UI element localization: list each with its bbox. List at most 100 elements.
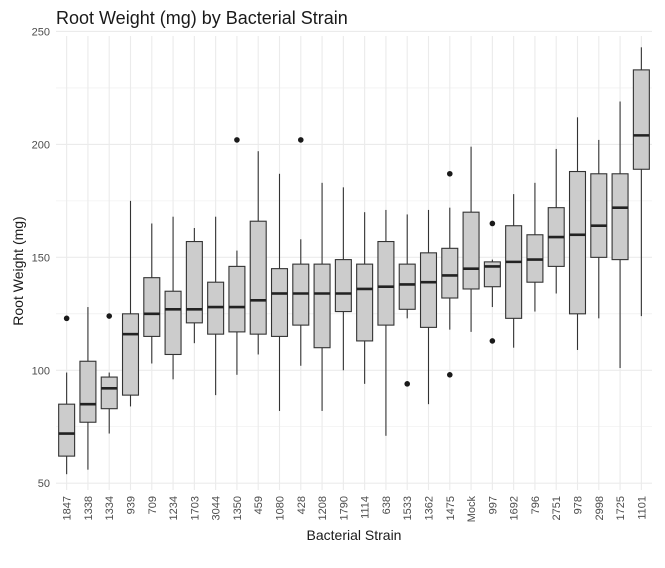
x-tick-label: 1101 [636, 496, 648, 520]
box-1101 [632, 47, 650, 317]
y-tick-label: 50 [38, 478, 50, 490]
box-body [462, 211, 480, 290]
y-axis-title: Root Weight (mg) [10, 216, 26, 325]
box-body [377, 240, 395, 326]
box-1350 [228, 137, 246, 375]
box-638 [377, 209, 395, 436]
x-tick-label: 796 [530, 496, 542, 514]
box-Mock [462, 146, 480, 332]
box-978 [568, 117, 587, 350]
x-tick-label: 1080 [275, 496, 287, 520]
box-1790 [334, 187, 352, 371]
box-1703 [185, 227, 203, 344]
y-tick-label: 100 [32, 365, 50, 377]
box-3044 [207, 216, 225, 396]
x-tick-label: 2751 [551, 496, 563, 520]
x-tick-label: 1362 [424, 496, 436, 520]
x-tick-label: 1692 [509, 496, 521, 520]
box-body [143, 277, 161, 337]
box-1114 [356, 212, 374, 384]
x-tick-label: 1725 [615, 496, 627, 520]
box-body [270, 268, 289, 337]
box-body [228, 265, 246, 333]
box-body [79, 360, 97, 423]
box-body [185, 240, 203, 324]
box-1338 [79, 307, 97, 470]
box-body [121, 313, 140, 396]
x-tick-label: 638 [381, 496, 393, 514]
box-body [568, 170, 587, 315]
box-1692 [505, 194, 523, 348]
box-body [164, 290, 182, 356]
x-tick-label: 709 [147, 496, 159, 514]
y-tick-label: 150 [32, 252, 50, 264]
box-1475 [441, 170, 459, 378]
x-tick-label: 1703 [189, 496, 201, 520]
x-axis-title: Bacterial Strain [307, 527, 402, 543]
chart-title: Root Weight (mg) by Bacterial Strain [56, 8, 348, 28]
box-1362 [419, 209, 438, 405]
outlier-point [106, 313, 113, 319]
box-body [441, 247, 459, 299]
box-1725 [611, 101, 629, 369]
y-tick-label: 200 [32, 139, 50, 151]
x-tick-label: 1847 [62, 496, 74, 520]
box-body [313, 263, 331, 349]
box-428 [292, 137, 310, 366]
x-tick-label: 1114 [360, 496, 372, 519]
box-1208 [313, 182, 331, 411]
outlier-point [489, 338, 496, 344]
box-body [590, 173, 608, 258]
x-tick-label: 2998 [594, 496, 606, 520]
x-tick-label: 1234 [168, 496, 180, 520]
outlier-point [297, 137, 304, 143]
box-796 [526, 182, 544, 312]
box-1334 [100, 313, 118, 434]
y-tick-label: 250 [32, 26, 50, 38]
box-459 [249, 151, 267, 355]
outlier-point [446, 170, 453, 177]
box-body [419, 252, 438, 328]
outlier-point [404, 381, 411, 387]
axis-layer: 50 100 150 200 250 1847 1338 1334 939 709 1234 1703… [32, 26, 649, 522]
x-tick-label: 997 [487, 496, 499, 514]
outlier-point [63, 315, 70, 322]
x-tick-label: 939 [126, 496, 138, 514]
outlier-point [446, 372, 453, 378]
box-1533 [398, 214, 416, 387]
outlier-point [234, 137, 240, 143]
box-1080 [270, 173, 289, 411]
box-layer [58, 47, 650, 475]
box-body [58, 403, 76, 457]
box-997 [483, 220, 501, 344]
x-tick-label: 1334 [104, 496, 116, 520]
x-tick-label: 1475 [445, 496, 457, 520]
box-2998 [590, 139, 608, 319]
x-tick-label: 1338 [83, 496, 95, 520]
box-1847 [58, 315, 76, 475]
box-body [249, 220, 267, 335]
x-tick-label: 1533 [402, 496, 414, 520]
x-tick-label: 1790 [338, 496, 350, 520]
x-tick-label: 3044 [211, 496, 223, 520]
x-tick-label: 1208 [317, 496, 329, 520]
outlier-point [489, 220, 496, 227]
box-body [398, 263, 416, 310]
box-2751 [547, 148, 565, 294]
box-body [611, 173, 629, 261]
x-tick-label: 459 [253, 496, 265, 514]
box-body [356, 263, 374, 342]
x-tick-label: 978 [573, 496, 585, 514]
box-939 [121, 200, 140, 407]
box-body [334, 259, 352, 313]
x-tick-label: Mock [466, 496, 478, 523]
box-body [483, 261, 501, 288]
box-body [100, 376, 118, 410]
box-body [632, 69, 650, 170]
box-1234 [164, 216, 182, 380]
x-tick-label: 1350 [232, 496, 244, 520]
x-tick-label: 428 [296, 496, 308, 514]
box-body [505, 225, 523, 319]
box-709 [143, 223, 161, 364]
